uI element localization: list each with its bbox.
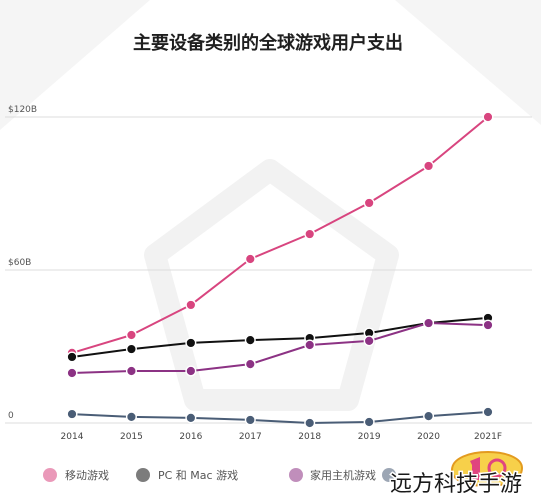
background-shape-top-right <box>395 0 541 125</box>
series-3-point-0 <box>66 408 78 420</box>
legend-label-console: 家用主机游戏 <box>310 468 376 482</box>
chart-title: 主要设备类别的全球游戏用户支出 <box>133 32 403 54</box>
y-tick-label-1: $60B <box>8 258 31 268</box>
series-2-point-2 <box>185 365 197 377</box>
series-2-point-5 <box>363 335 375 347</box>
series-3 <box>66 406 494 429</box>
legend-label-mobile: 移动游戏 <box>65 469 109 482</box>
series-2-line <box>71 322 489 374</box>
legend-swatch-pc-mac <box>136 468 150 482</box>
series-0-point-1 <box>125 329 137 341</box>
series-0-point-7 <box>482 111 494 123</box>
background-pentagon <box>144 159 399 411</box>
y-tick-label-0: 0 <box>8 411 14 421</box>
series-1-point-0 <box>66 351 78 363</box>
legend-item-mobile: 移动游戏 <box>43 468 109 482</box>
legend-swatch-mobile <box>43 468 57 482</box>
series-1-point-1 <box>125 343 137 355</box>
legend-item-pc-mac: PC 和 Mac 游戏 <box>136 468 238 482</box>
series-2-point-6 <box>423 317 435 329</box>
series-2-point-3 <box>244 358 256 370</box>
x-tick-label-2: 2016 <box>179 432 202 442</box>
legend-item-console: 家用主机游戏 <box>289 468 376 482</box>
watermark-logo-mark <box>470 457 480 480</box>
series-3-point-4 <box>304 417 316 429</box>
series-0-point-3 <box>244 253 256 265</box>
series-lines <box>66 111 494 429</box>
watermark-logo-badge <box>450 450 524 488</box>
series-3-line <box>71 411 489 424</box>
watermark: 远方科技手游 <box>389 450 524 499</box>
series-1-point-2 <box>185 337 197 349</box>
series-2-point-7 <box>482 319 494 331</box>
legend-label-pc-mac: PC 和 Mac 游戏 <box>158 469 238 482</box>
series-3-point-5 <box>363 416 375 428</box>
x-tick-label-3: 2017 <box>239 432 262 442</box>
series-3-point-3 <box>244 414 256 426</box>
legend-swatch-4 <box>382 468 396 482</box>
series-2 <box>66 317 494 379</box>
watermark-text: 远方科技手游 <box>390 472 522 497</box>
series-3-point-7 <box>482 406 494 418</box>
series-2-point-0 <box>66 367 78 379</box>
x-tick-label-4: 2018 <box>298 432 321 442</box>
legend-swatch-console <box>289 468 303 482</box>
series-0-point-2 <box>185 299 197 311</box>
x-tick-label-1: 2015 <box>120 432 143 442</box>
series-2-point-1 <box>125 365 137 377</box>
series-3-point-2 <box>185 412 197 424</box>
y-gridlines <box>5 116 532 424</box>
y-tick-label-2: $120B <box>8 105 37 115</box>
y-tick-labels: 0 $60B $120B <box>8 105 37 421</box>
watermark-logo <box>450 450 524 488</box>
series-0 <box>66 111 494 359</box>
background-shape-top-left <box>0 0 150 130</box>
x-tick-label-7: 2021F <box>474 432 502 442</box>
series-0-line <box>71 116 489 354</box>
legend-item-4 <box>382 468 396 482</box>
series-2-point-4 <box>304 339 316 351</box>
x-tick-label-0: 2014 <box>61 432 84 442</box>
series-0-point-4 <box>304 228 316 240</box>
watermark-logo-ring <box>487 458 507 478</box>
series-3-point-6 <box>423 410 435 422</box>
series-1-point-3 <box>244 334 256 346</box>
x-tick-label-6: 2020 <box>417 432 440 442</box>
series-1-line <box>71 316 489 358</box>
x-tick-label-5: 2019 <box>358 432 381 442</box>
series-0-point-6 <box>423 160 435 172</box>
series-3-point-1 <box>125 411 137 423</box>
series-0-point-5 <box>363 197 375 209</box>
legend: 移动游戏 PC 和 Mac 游戏 家用主机游戏 <box>43 468 396 482</box>
x-tick-labels: 2014 2015 2016 2017 2018 2019 2020 2021F <box>61 432 503 442</box>
